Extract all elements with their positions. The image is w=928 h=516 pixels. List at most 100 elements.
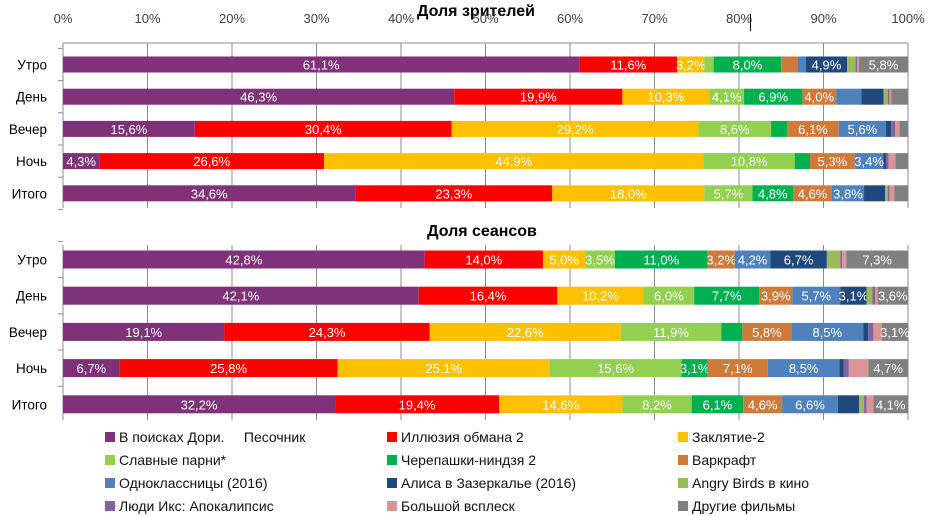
- x-tick-label: 30%: [303, 11, 329, 26]
- bar-segment: [63, 185, 356, 202]
- data-label: 5,0%: [549, 253, 579, 268]
- data-label: 15,6%: [110, 122, 147, 137]
- bar-segment: [886, 153, 889, 170]
- bar-segment: [552, 185, 705, 202]
- legend-swatch: [678, 501, 688, 511]
- category-label: Ночь: [16, 154, 47, 169]
- legend-swatch: [387, 455, 397, 465]
- bar-segment: [63, 250, 425, 269]
- bar-segment: [846, 250, 908, 269]
- data-label: 44,9%: [495, 154, 532, 169]
- category-label: Итого: [12, 186, 47, 201]
- bar-segment: [888, 153, 896, 170]
- data-label: 42,1%: [222, 289, 259, 304]
- bar-segment: [424, 250, 543, 269]
- bar-segment: [557, 286, 644, 305]
- legend-item: Angry Birds в кино: [678, 474, 809, 492]
- legend-item: Большой всплеск: [387, 497, 515, 515]
- data-label: 8,5%: [812, 325, 842, 340]
- bar-segment: [704, 56, 714, 73]
- bar-segment: [831, 185, 865, 202]
- data-label: 8,0%: [733, 58, 763, 73]
- legend-swatch: [678, 432, 688, 442]
- bar-segment: [848, 359, 869, 378]
- data-label: 6,9%: [758, 90, 788, 105]
- bar-segment: [742, 322, 792, 341]
- category-label: Вечер: [9, 325, 47, 340]
- legend-item: Другие фильмы: [678, 497, 795, 515]
- legend-swatch: [387, 501, 397, 511]
- bar-segment: [707, 359, 768, 378]
- bar-segment: [858, 56, 908, 73]
- bar-segment: [794, 153, 810, 170]
- bar-segment: [889, 185, 895, 202]
- data-label: 10,3%: [647, 90, 684, 105]
- data-label: 5,7%: [714, 186, 744, 201]
- data-label: 4,7%: [873, 361, 903, 376]
- category-label: Утро: [17, 58, 47, 73]
- legend-item: Варкрафт: [678, 451, 756, 469]
- bar-segment: [858, 395, 865, 414]
- bar-segment: [694, 286, 760, 305]
- data-label: 4,9%: [812, 58, 842, 73]
- x-tick-label: 70%: [641, 11, 667, 26]
- category-label: Вечер: [9, 122, 47, 137]
- bar-segment: [721, 322, 743, 341]
- bar-segment: [614, 250, 708, 269]
- data-label: 3,1%: [680, 361, 710, 376]
- data-label: 19,1%: [125, 325, 162, 340]
- chart-1-title: Доля зрителей: [417, 3, 535, 20]
- data-label: 6,7%: [76, 361, 106, 376]
- bar-segment: [698, 120, 772, 137]
- bar-segment: [99, 153, 325, 170]
- bar-segment: [802, 88, 837, 105]
- legend-item: Черепашки-ниндзя 2: [387, 451, 536, 469]
- bar-segment: [63, 56, 580, 73]
- bar-segment: [863, 322, 869, 341]
- legend-label: Люди Икс: Апокалипсис: [119, 498, 274, 514]
- bar-segment: [63, 322, 225, 341]
- data-label: 4,3%: [66, 154, 96, 169]
- data-label: 61,1%: [303, 58, 340, 73]
- bar-segment: [194, 120, 452, 137]
- data-label: 14,0%: [465, 253, 502, 268]
- bar-segment: [855, 56, 858, 73]
- bar-segment: [826, 250, 841, 269]
- data-label: 3,6%: [878, 289, 908, 304]
- data-label: 19,9%: [520, 90, 557, 105]
- bar-segment: [451, 120, 699, 137]
- data-label: 32,2%: [181, 397, 218, 412]
- bar-segment: [429, 322, 621, 341]
- bar-segment: [771, 120, 788, 137]
- stacked-bar-charts: Доля зрителей Доля сеансов 0% 10% 20% 30% 40…: [9, 3, 925, 420]
- chart-2-title: Доля сеансов: [427, 223, 537, 240]
- bar-segment: [499, 395, 623, 414]
- bar-segment: [895, 120, 900, 137]
- legend-swatch: [387, 478, 397, 488]
- bar-segment: [887, 88, 890, 105]
- legend-label: В поисках Дори. Песочник: [119, 429, 306, 445]
- category-label: День: [16, 289, 47, 304]
- legend-swatch: [387, 432, 397, 442]
- data-label: 5,8%: [869, 58, 899, 73]
- x-tick-label: 0%: [54, 11, 73, 26]
- bar-segment: [793, 185, 832, 202]
- bar-segment: [891, 120, 896, 137]
- bar-segment: [889, 88, 892, 105]
- data-label: 8,2%: [642, 397, 672, 412]
- data-label: 34,6%: [191, 186, 228, 201]
- bar-segment: [868, 322, 874, 341]
- bar-segment: [873, 395, 908, 414]
- data-label: 42,8%: [225, 253, 262, 268]
- data-label: 4,0%: [804, 90, 834, 105]
- data-label: 5,8%: [752, 325, 782, 340]
- x-tick-label: 60%: [557, 11, 583, 26]
- bar-segment: [759, 286, 793, 305]
- legend-label: Иллюзия обмана 2: [401, 429, 524, 445]
- bar-segment: [791, 322, 864, 341]
- data-label: 4,1%: [876, 397, 906, 412]
- legend-swatch: [105, 432, 115, 442]
- data-label: 10,2%: [582, 289, 619, 304]
- bar-segment: [734, 250, 771, 269]
- text-cursor: [750, 14, 751, 31]
